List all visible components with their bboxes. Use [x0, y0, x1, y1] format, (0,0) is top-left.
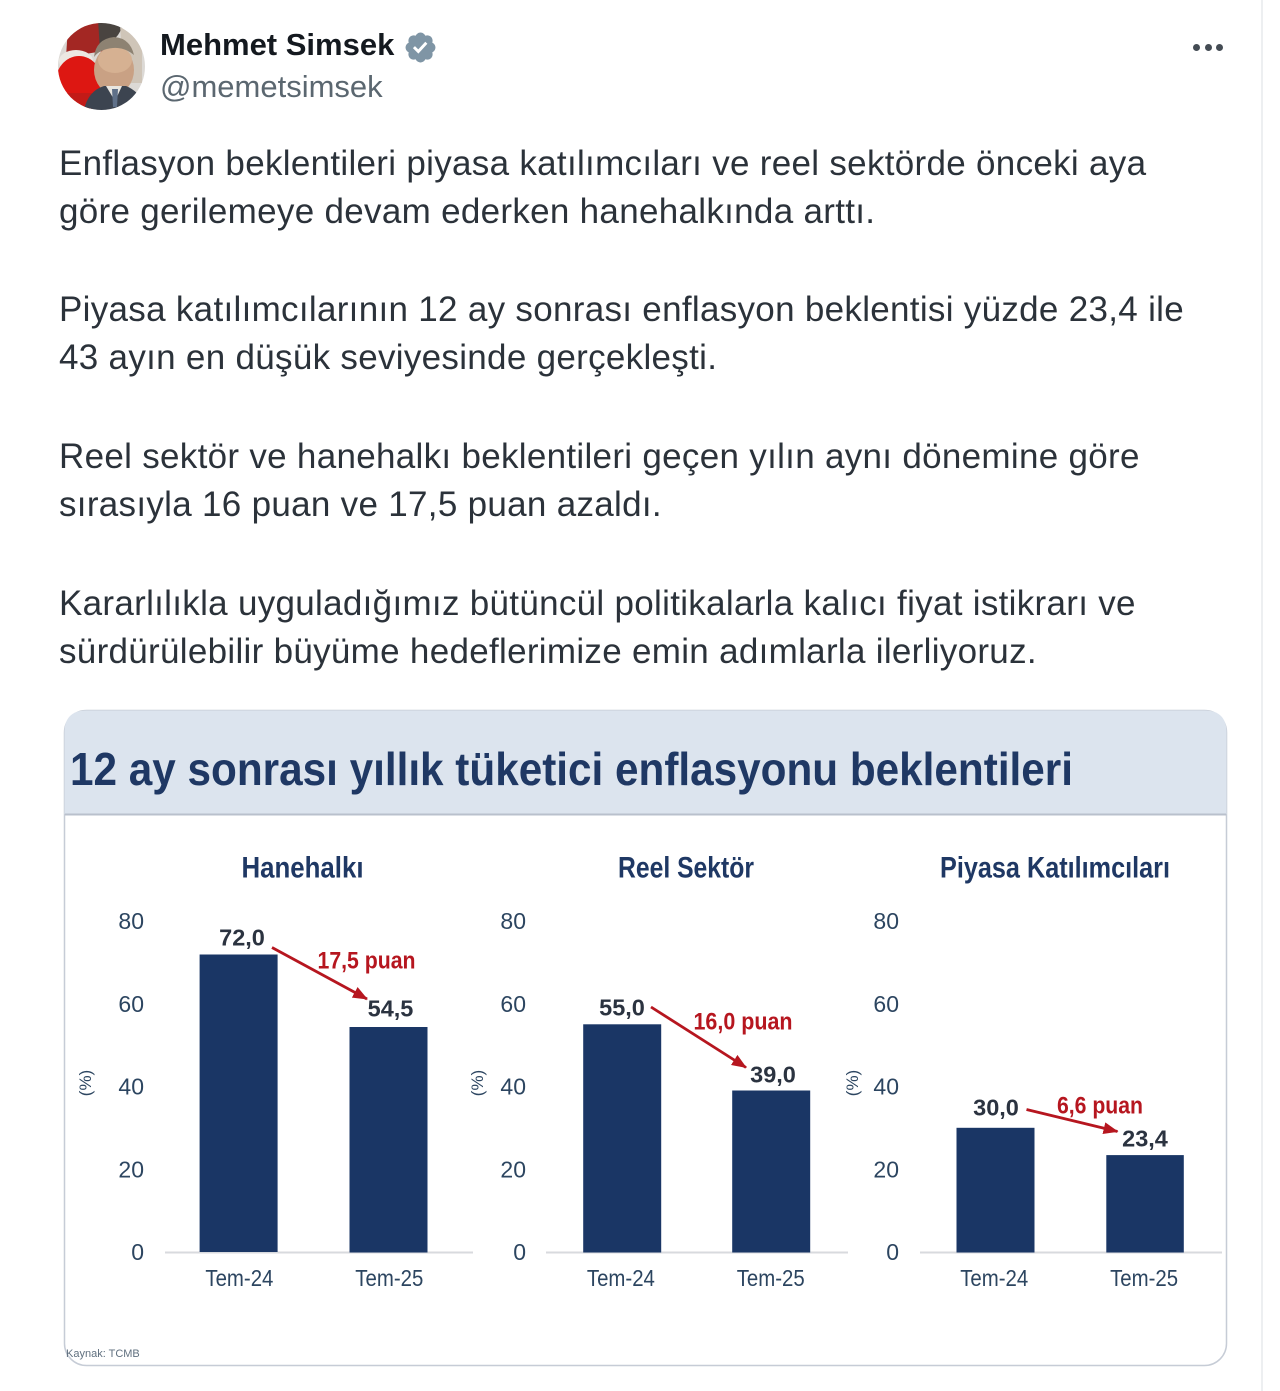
svg-text:Hanehalkı: Hanehalkı — [242, 852, 364, 885]
svg-text:Reel Sektör: Reel Sektör — [618, 852, 754, 885]
svg-text:0: 0 — [131, 1239, 144, 1265]
svg-text:0: 0 — [886, 1239, 899, 1265]
svg-text:20: 20 — [500, 1156, 526, 1182]
svg-text:Tem-25: Tem-25 — [737, 1265, 805, 1291]
svg-text:Piyasa Katılımcıları: Piyasa Katılımcıları — [940, 852, 1170, 885]
svg-text:Kaynak: TCMB: Kaynak: TCMB — [66, 1348, 140, 1360]
svg-text:Tem-25: Tem-25 — [1110, 1265, 1178, 1291]
svg-text:12 ay sonrası yıllık tüketici: 12 ay sonrası yıllık tüketici enflasyonu… — [70, 743, 1073, 795]
svg-text:60: 60 — [118, 991, 144, 1017]
svg-text:Tem-24: Tem-24 — [587, 1265, 655, 1291]
svg-text:80: 80 — [118, 908, 144, 934]
svg-text:23,4: 23,4 — [1122, 1125, 1168, 1151]
svg-text:16,0 puan: 16,0 puan — [694, 1008, 793, 1035]
svg-text:54,5: 54,5 — [368, 996, 414, 1022]
svg-text:20: 20 — [118, 1156, 144, 1182]
svg-text:39,0: 39,0 — [750, 1062, 796, 1088]
svg-text:30,0: 30,0 — [973, 1095, 1019, 1121]
svg-text:55,0: 55,0 — [599, 994, 645, 1020]
svg-text:Tem-25: Tem-25 — [355, 1265, 423, 1291]
svg-text:20: 20 — [873, 1156, 899, 1182]
svg-text:60: 60 — [873, 991, 899, 1017]
svg-text:(%): (%) — [843, 1070, 862, 1096]
svg-text:80: 80 — [500, 908, 526, 934]
svg-text:40: 40 — [873, 1074, 899, 1100]
svg-text:72,0: 72,0 — [219, 925, 265, 951]
svg-text:Tem-24: Tem-24 — [205, 1265, 273, 1291]
svg-text:40: 40 — [500, 1074, 526, 1100]
svg-text:(%): (%) — [76, 1070, 95, 1096]
svg-text:60: 60 — [500, 991, 526, 1017]
svg-text:80: 80 — [873, 908, 899, 934]
svg-text:0: 0 — [513, 1239, 526, 1265]
svg-text:40: 40 — [118, 1074, 144, 1100]
svg-text:6,6 puan: 6,6 puan — [1057, 1093, 1143, 1120]
svg-text:Tem-24: Tem-24 — [960, 1265, 1028, 1291]
svg-text:17,5 puan: 17,5 puan — [318, 948, 416, 975]
svg-text:(%): (%) — [468, 1070, 487, 1096]
